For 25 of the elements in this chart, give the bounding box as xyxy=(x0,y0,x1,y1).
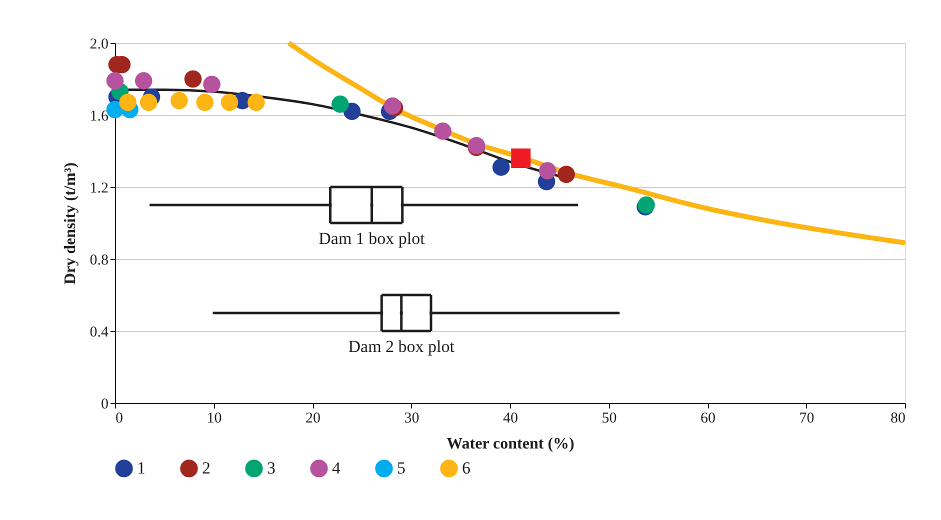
y-tick-label: 1.2 xyxy=(90,180,108,196)
legend-label: 5 xyxy=(397,458,406,478)
annotation: Dam 1 box plot xyxy=(318,229,426,248)
y-tick-label: 2.0 xyxy=(90,36,108,52)
y-tick-label: 0 xyxy=(101,396,108,412)
legend-label: 4 xyxy=(332,458,341,478)
legend-label: 3 xyxy=(267,458,276,478)
x-tick-label: 30 xyxy=(404,410,420,426)
x-tick-label: 70 xyxy=(799,410,814,426)
x-tick-label: 60 xyxy=(700,410,716,426)
x-tick-label: 50 xyxy=(602,410,617,426)
y-tick-label: 0.4 xyxy=(90,324,109,340)
y-tick-label: 0.8 xyxy=(90,252,108,268)
legend-label: 1 xyxy=(137,458,146,478)
y-axis-title: Dry density (t/m³) xyxy=(62,162,79,285)
x-tick-label: 0 xyxy=(116,410,123,426)
x-axis-title: Water content (%) xyxy=(446,436,574,452)
x-tick-label: 10 xyxy=(206,410,222,426)
legend-label: 2 xyxy=(202,458,210,478)
x-tick-label: 20 xyxy=(306,410,320,426)
annotation: Dam 2 box plot xyxy=(348,337,455,356)
x-tick-label: 80 xyxy=(890,410,906,426)
legend-label: 6 xyxy=(462,458,470,478)
x-tick-label: 40 xyxy=(503,410,518,426)
y-tick-label: 1.6 xyxy=(90,108,109,124)
